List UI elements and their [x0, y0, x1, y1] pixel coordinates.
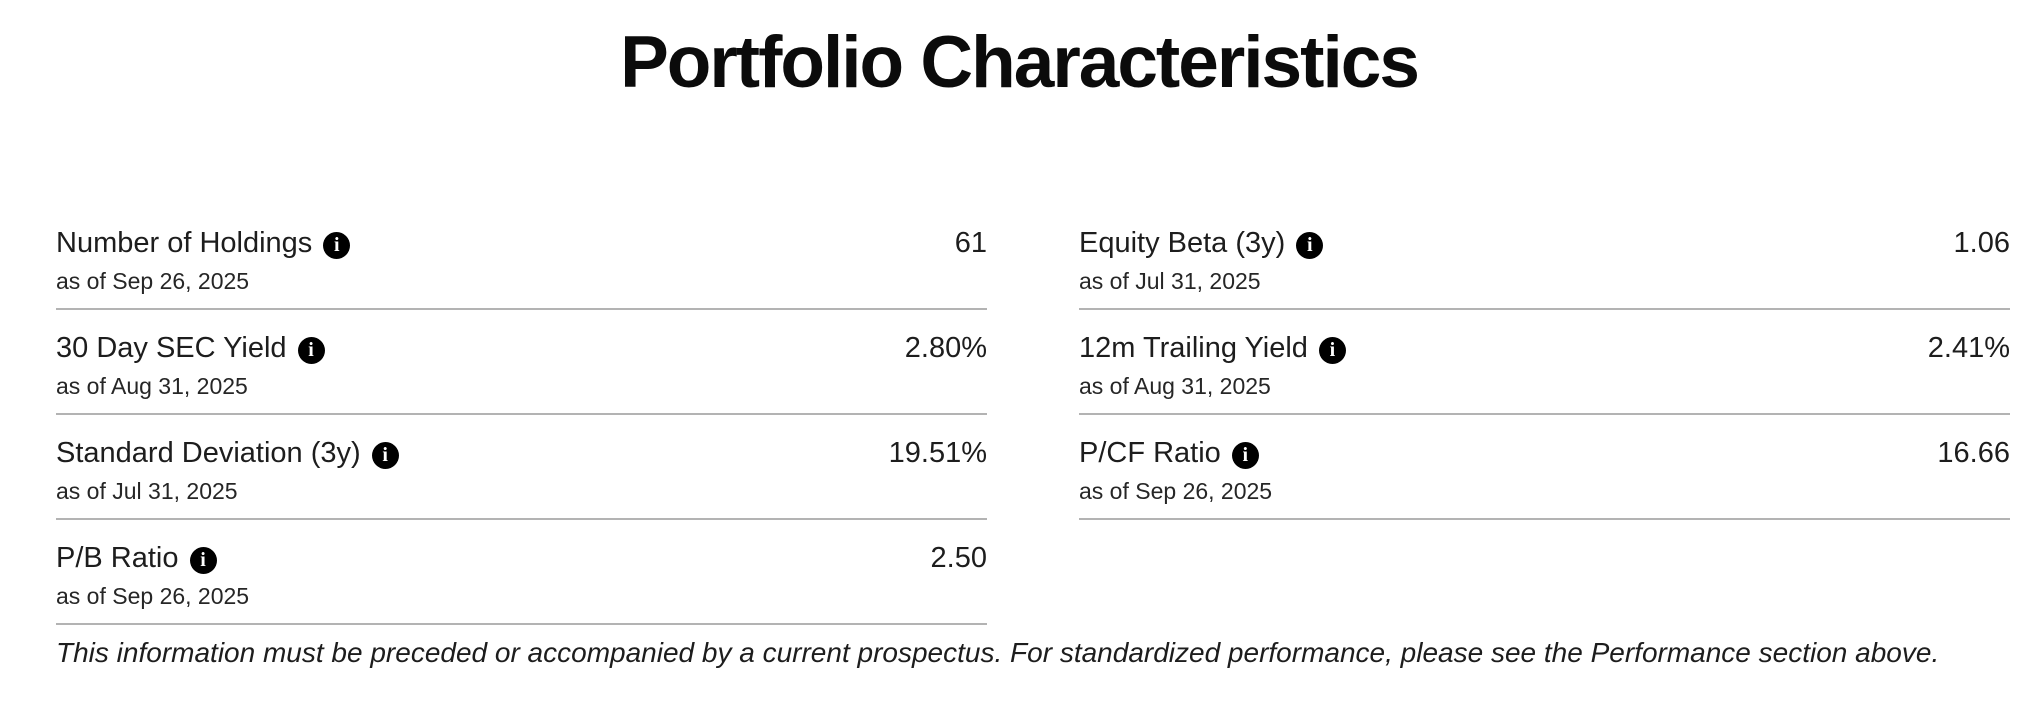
portfolio-characteristics-grid: Number of Holdings i 61 as of Sep 26, 20… [0, 225, 2038, 625]
metric-row-standard-deviation: Standard Deviation (3y) i 19.51% as of J… [56, 415, 987, 520]
metric-value: 61 [954, 227, 987, 259]
metric-asof-date: as of Aug 31, 2025 [56, 373, 248, 399]
metrics-column-left: Number of Holdings i 61 as of Sep 26, 20… [56, 225, 987, 625]
page-title: Portfolio Characteristics [620, 22, 1420, 103]
info-icon[interactable]: i [323, 231, 351, 259]
metric-row-30-day-sec-yield: 30 Day SEC Yield i 2.80% as of Aug 31, 2… [56, 310, 987, 415]
info-icon-glyph: i [200, 549, 206, 571]
metric-value: 16.66 [1937, 437, 2010, 469]
metric-row-pcf-ratio: P/CF Ratio i 16.66 as of Sep 26, 2025 [1079, 415, 2010, 520]
metric-asof-date: as of Jul 31, 2025 [56, 478, 238, 504]
info-icon-glyph: i [1242, 444, 1249, 466]
metric-label: Equity Beta (3y) [1079, 227, 1286, 259]
metric-label: P/CF Ratio [1079, 437, 1221, 469]
info-icon-glyph: i [1329, 339, 1336, 361]
prospectus-disclaimer: This information must be preceded or acc… [56, 637, 1940, 668]
metric-asof-date: as of Jul 31, 2025 [1079, 268, 1261, 294]
metric-asof-date: as of Sep 26, 2025 [56, 268, 250, 294]
info-icon[interactable]: i [371, 441, 399, 469]
metric-value: 2.80% [904, 332, 987, 364]
info-icon-glyph: i [308, 339, 314, 361]
metric-row-pb-ratio: P/B Ratio i 2.50 as of Sep 26, 2025 [56, 520, 987, 625]
metric-label: 12m Trailing Yield [1079, 332, 1308, 364]
info-icon[interactable]: i [1318, 336, 1346, 364]
metrics-column-right: Equity Beta (3y) i 1.06 as of Jul 31, 20… [1079, 225, 2010, 625]
metric-value: 19.51% [888, 437, 987, 469]
metric-label: Number of Holdings [56, 227, 313, 259]
metric-value: 2.41% [1927, 332, 2010, 364]
info-icon-glyph: i [1307, 234, 1313, 256]
info-icon[interactable]: i [189, 546, 217, 574]
metric-label: Standard Deviation (3y) [56, 437, 361, 469]
metric-row-equity-beta: Equity Beta (3y) i 1.06 as of Jul 31, 20… [1079, 225, 2010, 310]
metric-label: P/B Ratio [56, 542, 179, 574]
info-icon-glyph: i [334, 234, 340, 256]
metric-row-12m-trailing-yield: 12m Trailing Yield i 2.41% as of Aug 31,… [1079, 310, 2010, 415]
metric-row-number-of-holdings: Number of Holdings i 61 as of Sep 26, 20… [56, 225, 987, 310]
info-icon[interactable]: i [1296, 231, 1324, 259]
info-icon[interactable]: i [297, 336, 325, 364]
metric-label: 30 Day SEC Yield [56, 332, 287, 364]
info-icon[interactable]: i [1231, 441, 1259, 469]
metric-value: 2.50 [930, 542, 987, 574]
metric-asof-date: as of Aug 31, 2025 [1079, 373, 1271, 399]
info-icon-glyph: i [382, 444, 388, 466]
metric-asof-date: as of Sep 26, 2025 [56, 583, 250, 609]
metric-value: 1.06 [1953, 227, 2010, 259]
metric-asof-date: as of Sep 26, 2025 [1079, 478, 1273, 504]
